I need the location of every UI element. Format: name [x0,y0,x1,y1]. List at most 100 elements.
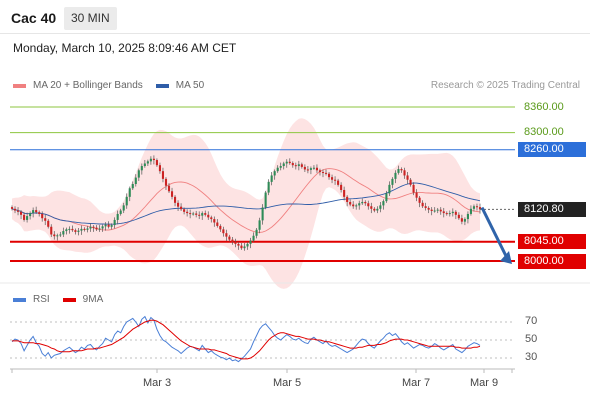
candle-body [38,212,41,214]
candle-body [445,213,448,215]
candle-body [291,163,294,166]
candle-body [267,181,270,193]
candle-body [276,167,279,172]
candle-body [306,169,309,171]
candle-body [282,163,285,167]
candle-body [409,179,412,185]
candle-body [158,165,161,172]
candle-body [186,211,189,214]
ma50-line [11,182,481,225]
candle-body [300,164,303,167]
candle-body [309,168,312,170]
candle-body [110,225,113,227]
candle-body [164,178,168,186]
candle-body [83,228,86,230]
rsi-tick-label: 30 [525,351,538,363]
candle-body [228,236,231,240]
rsi-tick-label: 50 [525,333,538,345]
candle-body [86,228,89,230]
candle-body [303,166,306,170]
candle-body [189,213,192,215]
candle-body [167,185,171,192]
x-tick-label: Mar 5 [272,377,302,389]
candle-body [343,189,346,197]
candle-body [451,211,454,214]
candle-body [430,209,433,211]
candle-body [201,213,204,216]
candle-body [391,178,394,185]
candle-body [98,228,101,230]
forecast-arrow-shaft [480,206,509,259]
candle-body [385,193,388,202]
last-price-label: 8120.80 [518,201,586,217]
legend-label-ma50: MA 50 [175,80,205,91]
candle-body [436,209,439,211]
candle-body [352,204,355,207]
candle-body [95,227,98,230]
candle-body [10,207,14,209]
candle-body [122,205,125,211]
candle-body [315,167,319,171]
candle-body [258,220,261,230]
candle-body [388,184,391,194]
legend-label-9ma: 9MA [82,294,104,305]
candle-body [234,242,237,244]
candle-body [177,202,180,207]
candle-body [406,175,409,180]
candle-body [412,184,415,193]
timeframe-button[interactable]: 30 MIN [64,7,117,30]
candle-body [47,220,50,227]
candle-body [364,201,367,204]
candle-body [210,217,213,220]
candle-body [107,224,110,227]
x-tick-label: Mar 9 [469,377,499,389]
level-label-8300.00: 8300.00 [524,126,564,139]
candle-body [349,201,352,205]
candle-body [180,206,183,210]
candle-body [192,213,195,215]
candle-body [463,219,466,222]
candle-body [249,240,252,244]
candle-body [116,213,119,220]
candle-body [472,206,476,209]
candle-body [478,207,482,210]
candle-body [44,218,47,221]
candle-body [421,202,424,207]
candle-body [225,233,228,237]
candle-body [252,235,255,241]
candle-body [427,207,430,210]
candle-body [279,166,282,168]
candle-body [216,222,219,226]
candle-body [285,161,288,164]
candle-body [334,179,337,181]
research-credit: Research © 2025 Trading Central [430,80,580,91]
legend-label-rsi: RSI [33,294,50,305]
x-tick-label: Mar 3 [142,377,172,389]
candle-body [324,172,328,174]
level-label-8000.00: 8000.00 [518,253,586,269]
candle-body [29,213,32,217]
candle-body [355,205,358,207]
candle-body [270,175,273,182]
candle-body [318,170,322,173]
candle-body [20,211,23,215]
candle-body [466,213,469,220]
candle-body [358,203,361,206]
candle-body [397,169,400,173]
candle-body [222,229,225,234]
candle-body [394,172,397,179]
candle-body [183,209,186,212]
candle-body [146,161,149,164]
candle-body [255,229,258,236]
candle-body [327,173,331,178]
candle-body [23,214,26,220]
candle-body [400,169,403,171]
candle-body [104,224,107,227]
candle-body [140,166,143,171]
legend-item-ma50: MA 50 [155,80,205,91]
candle-body [433,210,436,212]
candle-body [261,207,264,221]
candle-body [207,214,210,218]
instrument-name: Cac 40 [11,10,57,26]
